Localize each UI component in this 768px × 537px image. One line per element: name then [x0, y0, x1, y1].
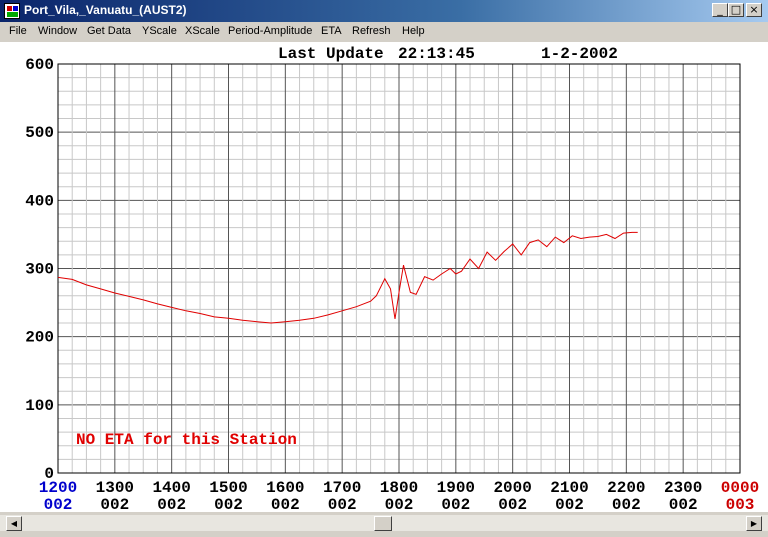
y-tick-label: 300 [25, 261, 54, 279]
water-level-line [57, 231, 638, 324]
plot-frame [57, 63, 741, 474]
y-tick-label: 200 [25, 329, 54, 347]
menu-bar: File Window Get Data YScale XScale Perio… [0, 22, 768, 42]
x-tick-day-label: 002 [100, 496, 129, 512]
plot-area: Last Update 22:13:45 1-2-2002 0 100 200 300… [0, 42, 768, 514]
menu-window[interactable]: Window [38, 25, 78, 37]
window-bottom-border [0, 531, 768, 537]
x-tick-day-label: 002 [385, 496, 414, 512]
menu-eta[interactable]: ETA [321, 25, 342, 37]
x-tick-time-label: 2100 [550, 479, 588, 497]
x-tick-day-label: 002 [214, 496, 243, 512]
y-tick-label: 400 [25, 192, 54, 210]
grid [57, 63, 741, 474]
menu-help[interactable]: Help [402, 25, 425, 37]
x-tick-day-label: 002 [498, 496, 527, 512]
x-tick-day-label: 003 [726, 496, 755, 512]
x-tick-time-label: 2200 [607, 479, 645, 497]
y-axis: 0 100 200 300 400 500 600 [25, 56, 54, 483]
last-update-date: 1-2-2002 [541, 45, 618, 63]
x-tick-day-label: 002 [271, 496, 300, 512]
x-tick-time-label: 1600 [266, 479, 304, 497]
x-tick-time-label: 1200 [39, 479, 77, 497]
app-icon [4, 3, 20, 19]
y-tick-label: 0 [44, 465, 54, 483]
menu-xscale[interactable]: XScale [185, 25, 220, 37]
menu-get-data[interactable]: Get Data [87, 25, 132, 37]
last-update-label: Last Update [278, 45, 384, 63]
close-button[interactable]: × [746, 3, 762, 17]
x-tick-time-label: 1900 [437, 479, 475, 497]
scroll-thumb[interactable] [374, 516, 392, 531]
y-tick-label: 100 [25, 397, 54, 415]
window-title: Port_Vila,_Vanuatu_(AUST2) [24, 3, 187, 17]
y-tick-label: 600 [25, 56, 54, 74]
x-tick-time-label: 2300 [664, 479, 702, 497]
left-arrow-icon[interactable]: ◀ [6, 516, 22, 531]
last-update-time: 22:13:45 [398, 45, 475, 63]
eta-annotation: NO ETA for this Station [76, 431, 297, 449]
x-tick-time-label: 1700 [323, 479, 361, 497]
x-tick-day-label: 002 [441, 496, 470, 512]
x-tick-day-label: 002 [157, 496, 186, 512]
x-tick-day-label: 002 [44, 496, 73, 512]
x-tick-day-label: 002 [328, 496, 357, 512]
x-tick-time-label: 1500 [209, 479, 247, 497]
x-tick-time-label: 0000 [721, 479, 759, 497]
x-tick-time-label: 1400 [152, 479, 190, 497]
tide-chart: Last Update 22:13:45 1-2-2002 0 100 200 300… [25, 45, 759, 514]
y-tick-label: 500 [25, 124, 54, 142]
right-arrow-icon[interactable]: ▶ [746, 516, 762, 531]
x-tick-time-label: 2000 [493, 479, 531, 497]
maximize-button[interactable]: □ [728, 3, 744, 17]
menu-period-amplitude[interactable]: Period-Amplitude [228, 25, 313, 37]
x-axis: 1200002130000214000021500002160000217000… [39, 479, 759, 514]
x-tick-time-label: 1800 [380, 479, 418, 497]
x-tick-time-label: 1300 [96, 479, 134, 497]
menu-refresh[interactable]: Refresh [352, 25, 391, 37]
horizontal-scrollbar[interactable]: ◀ ▶ [0, 514, 768, 532]
minimize-button[interactable]: _ [712, 3, 728, 17]
menu-file[interactable]: File [9, 25, 27, 37]
x-tick-day-label: 002 [555, 496, 584, 512]
menu-yscale[interactable]: YScale [142, 25, 177, 37]
x-tick-day-label: 002 [669, 496, 698, 512]
title-bar: Port_Vila,_Vanuatu_(AUST2) _ □ × [0, 0, 768, 22]
x-tick-day-label: 002 [612, 496, 641, 512]
